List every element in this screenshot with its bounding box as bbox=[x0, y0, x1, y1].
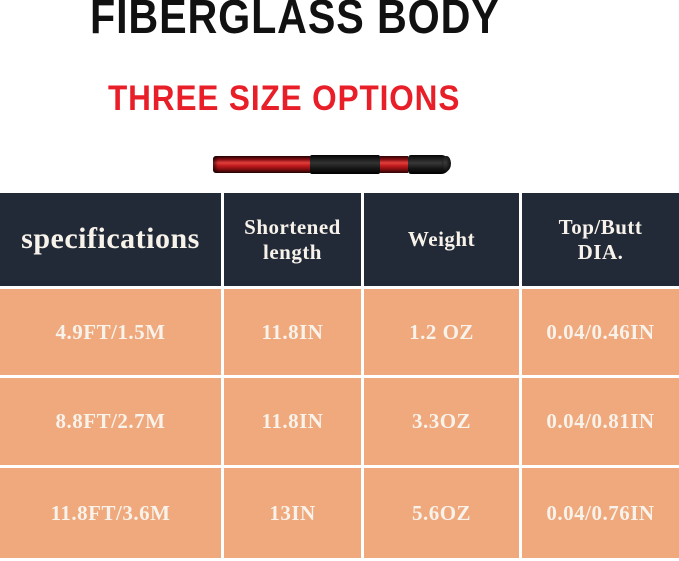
header-weight: Weight bbox=[364, 193, 519, 286]
cell-shortened-2: 11.8IN bbox=[224, 378, 361, 465]
cell-dia-3: 0.04/0.76IN bbox=[522, 468, 679, 558]
rod-end-cap-icon bbox=[442, 156, 451, 171]
rod-grip-black-section bbox=[310, 155, 380, 174]
header-shortened-length: Shortened length bbox=[224, 193, 361, 286]
size-options-subtitle: THREE SIZE OPTIONS bbox=[108, 79, 461, 118]
cell-weight-1: 1.2 OZ bbox=[364, 289, 519, 375]
header-label-line1: Top/Butt bbox=[558, 215, 643, 240]
rod-mid-red-section bbox=[380, 156, 408, 173]
cell-weight-2: 3.3OZ bbox=[364, 378, 519, 465]
header-label: Weight bbox=[407, 227, 476, 252]
cell-size-3: 11.8FT/3.6M bbox=[0, 468, 221, 558]
rod-image bbox=[213, 155, 451, 174]
header-specifications: specifications bbox=[0, 193, 221, 286]
header-top-butt-dia: Top/Butt DIA. bbox=[522, 193, 679, 286]
cell-shortened-1: 11.8IN bbox=[224, 289, 361, 375]
header-label-line2: length bbox=[262, 239, 322, 264]
header-label-line1: Shortened bbox=[244, 215, 341, 240]
cell-size-2: 8.8FT/2.7M bbox=[0, 378, 221, 465]
cell-dia-2: 0.04/0.81IN bbox=[522, 378, 679, 465]
product-title: FIBERGLASS BODY bbox=[90, 0, 500, 44]
cell-shortened-3: 13IN bbox=[224, 468, 361, 558]
header-label: specifications bbox=[21, 222, 200, 256]
spec-table: specifications Shortened length Weight T… bbox=[0, 193, 679, 561]
cell-weight-3: 5.6OZ bbox=[364, 468, 519, 558]
header-label-line2: DIA. bbox=[577, 239, 624, 264]
rod-tip-red-section bbox=[213, 156, 310, 173]
rod-butt-black-section bbox=[408, 155, 451, 174]
cell-dia-1: 0.04/0.46IN bbox=[522, 289, 679, 375]
cell-size-1: 4.9FT/1.5M bbox=[0, 289, 221, 375]
